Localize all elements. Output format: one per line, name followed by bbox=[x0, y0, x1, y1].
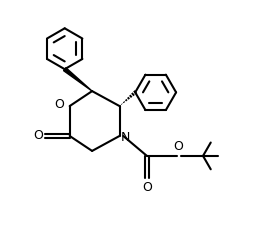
Text: N: N bbox=[121, 131, 130, 144]
Text: O: O bbox=[173, 140, 183, 153]
Polygon shape bbox=[64, 68, 92, 91]
Text: O: O bbox=[33, 130, 43, 142]
Text: O: O bbox=[142, 181, 152, 194]
Text: O: O bbox=[54, 98, 64, 111]
